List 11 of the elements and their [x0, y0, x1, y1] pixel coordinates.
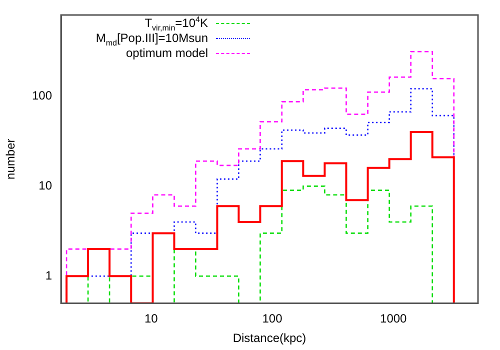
x-tick-label: 100 [262, 312, 283, 326]
x-tick-label: 1000 [380, 312, 408, 326]
y-tick-label: 100 [32, 88, 52, 103]
y-tick-label: 10 [38, 178, 52, 192]
y-axis-title: number [4, 138, 18, 180]
y-tick-label: 1 [45, 268, 52, 282]
x-axis-title: Distance(kpc) [232, 331, 306, 346]
x-tick-label: 10 [144, 312, 158, 326]
legend-label: M$_{md}$[Pop.III]=10Msun [96, 31, 208, 48]
legend-label: T$_{vir,min}$=10$^{4}$K [144, 15, 208, 32]
legend-label: optimum model [126, 46, 208, 61]
